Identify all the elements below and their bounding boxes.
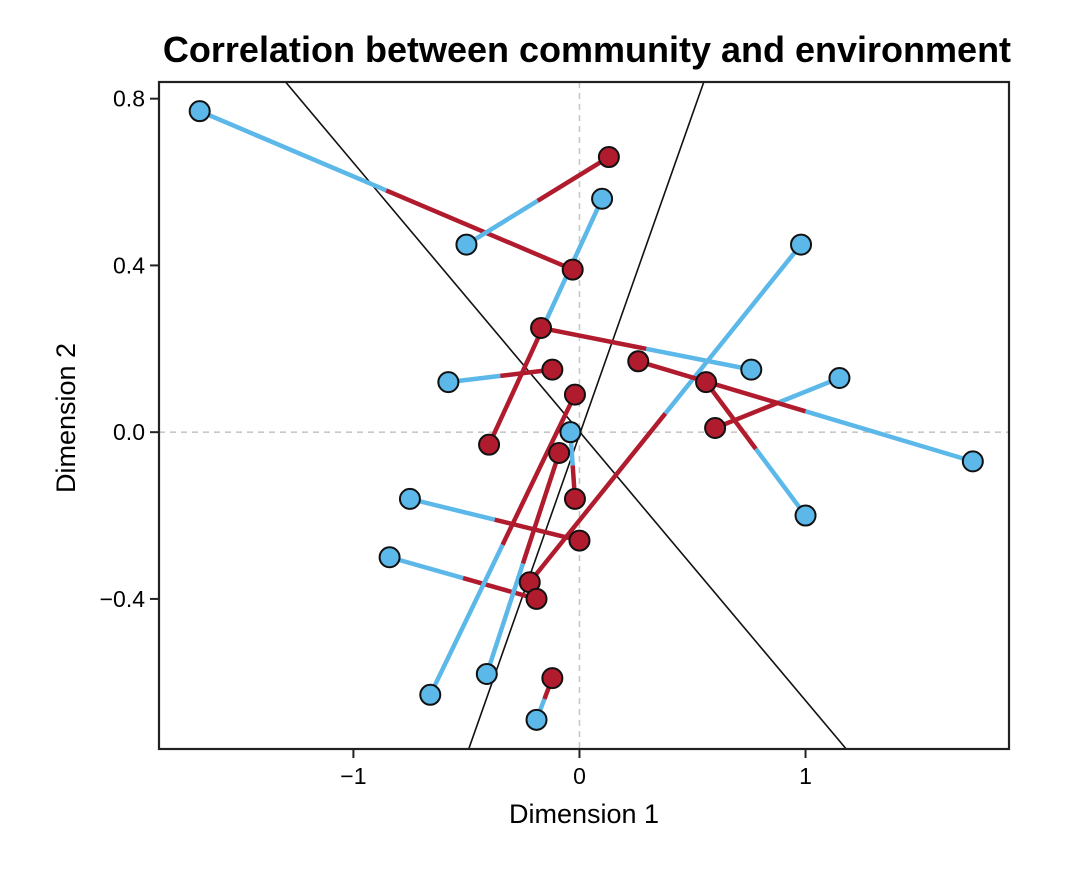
y-tick-label: 0.8: [113, 86, 145, 112]
environment-point: [531, 318, 551, 338]
environment-point: [527, 589, 547, 609]
environment-point: [705, 418, 725, 438]
community-segment: [756, 449, 806, 516]
x-tick-label: 1: [799, 763, 812, 789]
community-point: [796, 506, 816, 526]
environment-point: [565, 385, 585, 405]
chart-title: Correlation between community and enviro…: [163, 29, 1011, 70]
environment-point: [599, 147, 619, 167]
chart: Correlation between community and enviro…: [0, 0, 1080, 879]
community-segment: [487, 563, 523, 673]
x-axis-label: Dimension 1: [509, 799, 659, 829]
community-point: [400, 489, 420, 509]
environment-point: [628, 351, 648, 371]
community-point: [477, 664, 497, 684]
community-segment: [390, 557, 463, 578]
environment-point: [542, 668, 562, 688]
community-point: [963, 451, 983, 471]
community-segment: [806, 411, 973, 461]
x-tick-label: 0: [573, 763, 586, 789]
environment-point: [563, 260, 583, 280]
community-point: [380, 547, 400, 567]
y-tick-label: 0.4: [113, 252, 145, 278]
plot-frame: [159, 82, 1009, 749]
community-point: [456, 235, 476, 255]
community-point: [527, 710, 547, 730]
plot-area: −1 0 1 0.8 0.4 0.0 −0.4: [100, 82, 1009, 789]
y-tick-label: −0.4: [100, 586, 146, 612]
environment-segment: [386, 190, 573, 269]
community-point: [438, 372, 458, 392]
y-axis-label: Dimension 2: [51, 343, 81, 493]
environment-segment: [530, 413, 666, 582]
y-tick-label: 0.0: [113, 419, 145, 445]
community-point: [791, 235, 811, 255]
environment-point: [696, 372, 716, 392]
environment-point: [549, 443, 569, 463]
x-tick-label: −1: [340, 763, 366, 789]
community-point: [190, 101, 210, 121]
community-segment: [200, 111, 387, 190]
community-point: [741, 360, 761, 380]
community-point: [560, 422, 580, 442]
environment-point: [542, 360, 562, 380]
environment-segment: [541, 328, 646, 349]
plot-content: [159, 82, 1009, 749]
community-segment: [410, 499, 495, 520]
environment-point: [565, 489, 585, 509]
community-point: [420, 685, 440, 705]
environment-point: [479, 435, 499, 455]
environment-segment: [489, 322, 546, 445]
community-point: [592, 189, 612, 209]
community-point: [829, 368, 849, 388]
environment-point: [569, 531, 589, 551]
